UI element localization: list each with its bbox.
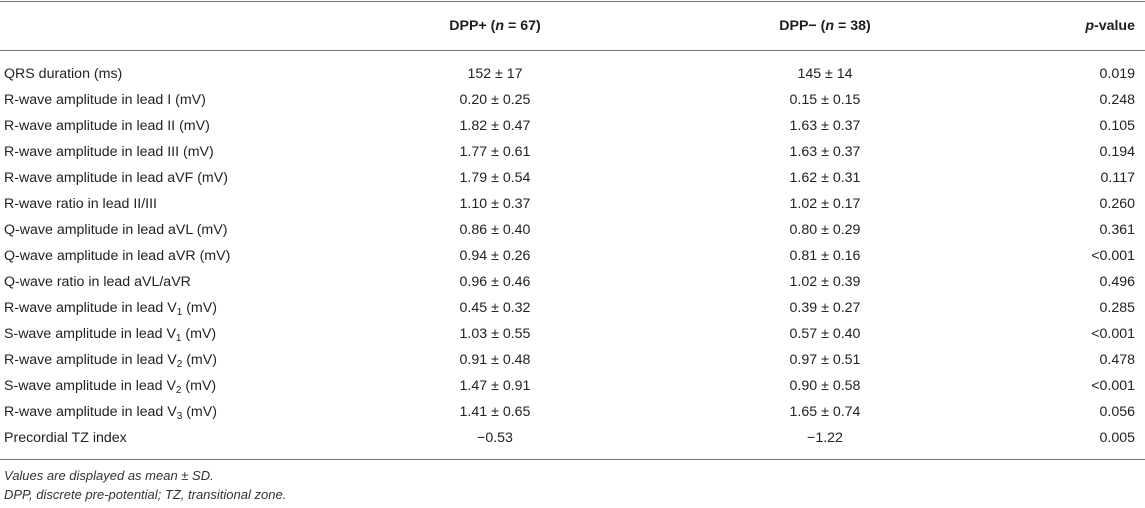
table-row: S-wave amplitude in lead V2 (mV) 1.47 ± 0…	[0, 373, 1145, 399]
cell-dpp-negative: 1.02 ± 0.39	[789, 274, 861, 290]
cell-p-value: 0.260	[1099, 196, 1135, 212]
table-footnotes: Values are displayed as mean ± SD. DPP, …	[0, 460, 1145, 504]
row-label: Q-wave ratio in lead aVL/aVR	[4, 274, 191, 290]
cell-dpp-positive: 0.94 ± 0.26	[459, 248, 531, 264]
cell-dpp-negative: 145 ± 14	[797, 66, 853, 82]
cell-p-value: <0.001	[1091, 248, 1135, 264]
row-label: S-wave amplitude in lead V2 (mV)	[4, 378, 217, 396]
cell-dpp-negative: −1.22	[660, 425, 990, 460]
row-label: S-wave amplitude in lead V1 (mV)	[4, 326, 217, 344]
cell-p-value: 0.105	[1099, 118, 1135, 134]
row-label: Q-wave amplitude in lead aVL (mV)	[4, 222, 228, 238]
cell-p-value: 0.117	[1100, 170, 1135, 186]
table-row: S-wave amplitude in lead V1 (mV) 1.03 ± 0…	[0, 321, 1145, 347]
footnote-abbreviations: DPP, discrete pre-potential; TZ, transit…	[4, 487, 287, 502]
cell-dpp-negative: 1.63 ± 0.37	[789, 144, 861, 160]
row-label: R-wave amplitude in lead aVF (mV)	[4, 170, 228, 186]
row-label: Precordial TZ index	[0, 425, 330, 460]
cell-dpp-positive: 0.91 ± 0.48	[459, 352, 531, 368]
cell-p-value: 0.019	[1099, 66, 1135, 82]
row-label: QRS duration (ms)	[4, 66, 123, 82]
cell-p-value: <0.001	[1091, 378, 1135, 394]
cell-p-value: 0.361	[1099, 222, 1135, 238]
cell-p-value: 0.056	[1099, 404, 1135, 420]
table-row: R-wave amplitude in lead III (mV) 1.77 ± …	[0, 139, 1145, 165]
cell-dpp-negative: 0.90 ± 0.58	[789, 378, 861, 394]
table-row: QRS duration (ms) 152 ± 17 145 ± 14 0.019	[0, 51, 1145, 88]
top-rule	[0, 1, 1145, 2]
cell-dpp-positive: 1.03 ± 0.55	[459, 326, 531, 342]
table-body: QRS duration (ms) 152 ± 17 145 ± 14 0.019 R-…	[0, 51, 1145, 460]
cell-p-value: 0.496	[1099, 274, 1135, 290]
cell-dpp-positive: 1.41 ± 0.65	[459, 404, 531, 420]
row-label: R-wave amplitude in lead III (mV)	[4, 144, 214, 160]
cell-dpp-positive: 1.47 ± 0.91	[459, 378, 531, 394]
cell-dpp-negative: 1.63 ± 0.37	[789, 118, 861, 134]
table-row: R-wave amplitude in lead I (mV) 0.20 ± 0.…	[0, 87, 1145, 113]
cell-dpp-negative: 1.65 ± 0.74	[789, 404, 861, 420]
cell-dpp-negative: 0.97 ± 0.51	[789, 352, 861, 368]
cell-dpp-positive: 1.10 ± 0.37	[459, 196, 531, 212]
header-dpp-negative: DPP− (n = 38)	[660, 2, 990, 51]
row-label: R-wave amplitude in lead V2 (mV)	[4, 352, 217, 370]
cell-dpp-negative: 0.57 ± 0.40	[789, 326, 861, 342]
row-label: R-wave ratio in lead II/III	[4, 196, 157, 212]
cell-p-value: 0.478	[1099, 352, 1135, 368]
table-row: Precordial TZ index −0.53 −1.22 0.005	[0, 425, 1145, 460]
table-row: R-wave amplitude in lead V1 (mV) 0.45 ± 0…	[0, 295, 1145, 321]
cell-p-value: 0.248	[1099, 92, 1135, 108]
cell-dpp-negative: 0.39 ± 0.27	[789, 300, 861, 316]
row-label: R-wave amplitude in lead II (mV)	[4, 118, 210, 134]
cell-p-value: 0.005	[990, 425, 1145, 460]
cell-dpp-positive: 0.86 ± 0.40	[459, 222, 531, 238]
table-row: R-wave amplitude in lead V3 (mV) 1.41 ± 0…	[0, 399, 1145, 425]
cell-dpp-positive: 1.77 ± 0.61	[459, 144, 531, 160]
cell-p-value: 0.285	[1099, 300, 1135, 316]
table-row: R-wave amplitude in lead aVF (mV) 1.79 ± …	[0, 165, 1145, 191]
cell-dpp-positive: 0.45 ± 0.32	[459, 300, 531, 316]
row-label: R-wave amplitude in lead V1 (mV)	[4, 300, 217, 318]
header-variable	[0, 2, 330, 51]
cell-p-value: <0.001	[1091, 326, 1135, 342]
header-row: DPP+ (n = 67) DPP− (n = 38) p-value	[0, 2, 1145, 51]
cell-dpp-positive: 0.96 ± 0.46	[459, 274, 531, 290]
results-table: DPP+ (n = 67) DPP− (n = 38) p-value QRS …	[0, 2, 1145, 460]
cell-dpp-positive: 1.79 ± 0.54	[459, 170, 531, 186]
cell-dpp-positive: −0.53	[330, 425, 660, 460]
cell-dpp-positive: 0.20 ± 0.25	[459, 92, 531, 108]
cell-dpp-negative: 0.15 ± 0.15	[789, 92, 861, 108]
header-p-value: p-value	[990, 2, 1145, 51]
table-row: Q-wave amplitude in lead aVR (mV) 0.94 ± …	[0, 243, 1145, 269]
cell-dpp-negative: 0.80 ± 0.29	[789, 222, 861, 238]
table-row: R-wave amplitude in lead V2 (mV) 0.91 ± 0…	[0, 347, 1145, 373]
footnote-values: Values are displayed as mean ± SD.	[4, 468, 214, 483]
cell-dpp-positive: 152 ± 17	[467, 66, 523, 82]
table-row: Q-wave ratio in lead aVL/aVR 0.96 ± 0.46 1…	[0, 269, 1145, 295]
table-row: R-wave amplitude in lead II (mV) 1.82 ± 0…	[0, 113, 1145, 139]
cell-dpp-positive: 1.82 ± 0.47	[459, 118, 531, 134]
cell-p-value: 0.194	[1099, 144, 1135, 160]
row-label: R-wave amplitude in lead I (mV)	[4, 92, 206, 108]
cell-dpp-negative: 1.62 ± 0.31	[789, 170, 861, 186]
header-dpp-positive: DPP+ (n = 67)	[330, 2, 660, 51]
table-row: R-wave ratio in lead II/III 1.10 ± 0.37 1.…	[0, 191, 1145, 217]
table-row: Q-wave amplitude in lead aVL (mV) 0.86 ± …	[0, 217, 1145, 243]
cell-dpp-negative: 1.02 ± 0.17	[789, 196, 861, 212]
row-label: Q-wave amplitude in lead aVR (mV)	[4, 248, 231, 264]
row-label: R-wave amplitude in lead V3 (mV)	[4, 404, 217, 422]
cell-dpp-negative: 0.81 ± 0.16	[789, 248, 861, 264]
